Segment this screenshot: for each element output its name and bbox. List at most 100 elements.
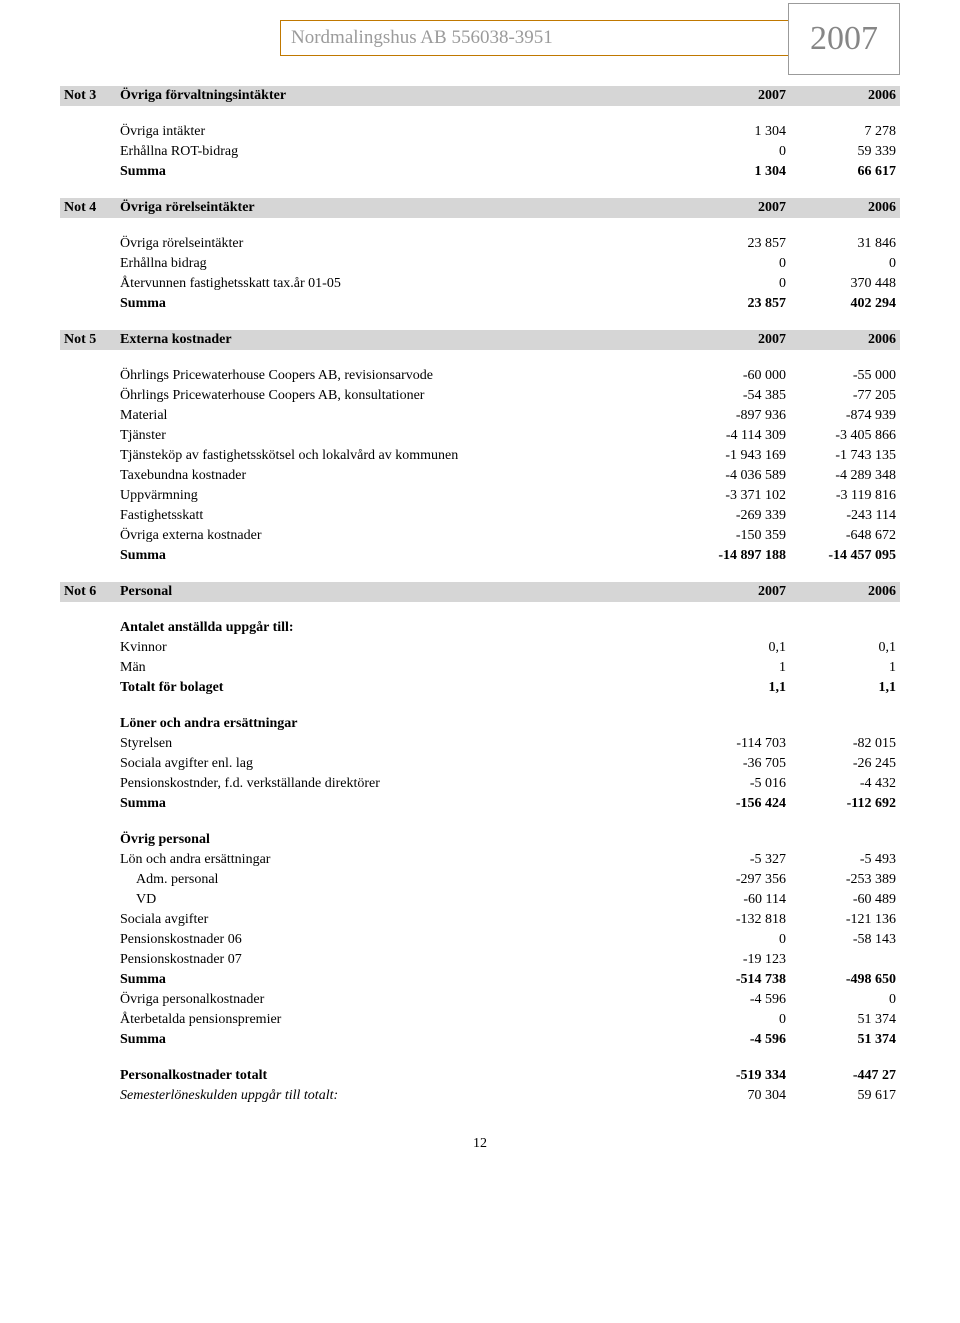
row-value-1: -514 738 <box>680 970 790 990</box>
table-row: Taxebundna kostnader-4 036 589-4 289 348 <box>60 466 900 486</box>
row-value-1: -297 356 <box>680 870 790 890</box>
not6-sem-v2: 59 617 <box>790 1086 900 1106</box>
not6-sub2-title: Löner och andra ersättningar <box>116 714 680 734</box>
row-value-2: 1,1 <box>790 678 900 698</box>
table-row: Tjänsteköp av fastighetsskötsel och loka… <box>60 446 900 466</box>
table-row: Summa-156 424-112 692 <box>60 794 900 814</box>
not6-sub2-rows: Styrelsen-114 703-82 015Sociala avgifter… <box>60 734 900 814</box>
row-label: Styrelsen <box>116 734 680 754</box>
row-label: Kvinnor <box>116 638 680 658</box>
not3-note: Not 3 <box>60 86 116 106</box>
not5-y1: 2007 <box>680 330 790 350</box>
not4-title: Övriga rörelseintäkter <box>116 198 680 218</box>
table-row: Sociala avgifter-132 818-121 136 <box>60 910 900 930</box>
table-row: Totalt för bolaget1,11,1 <box>60 678 900 698</box>
not3-title: Övriga förvaltningsintäkter <box>116 86 680 106</box>
row-value-2: 402 294 <box>790 294 900 314</box>
row-value-2: 0 <box>790 254 900 274</box>
row-value-2: 59 339 <box>790 142 900 162</box>
table-row: Pensionskostnder, f.d. verkställande dir… <box>60 774 900 794</box>
row-value-1: -114 703 <box>680 734 790 754</box>
row-value-1: -60 114 <box>680 890 790 910</box>
row-value-2: -4 289 348 <box>790 466 900 486</box>
row-label: Erhållna ROT-bidrag <box>116 142 680 162</box>
not4-y2: 2006 <box>790 198 900 218</box>
table-row: Material-897 936-874 939 <box>60 406 900 426</box>
row-value-1: 1 304 <box>680 122 790 142</box>
row-label: Summa <box>116 794 680 814</box>
financial-table: Not 3 Övriga förvaltningsintäkter 2007 2… <box>60 86 900 1106</box>
row-label: Sociala avgifter enl. lag <box>116 754 680 774</box>
company-title: Nordmalingshus AB 556038-3951 <box>291 27 790 49</box>
row-label: Summa <box>116 546 680 566</box>
not5-y2: 2006 <box>790 330 900 350</box>
not3-y1: 2007 <box>680 86 790 106</box>
year-text: 2007 <box>810 20 878 58</box>
table-row: Övriga intäkter1 3047 278 <box>60 122 900 142</box>
row-value-2: 0 <box>790 990 900 1010</box>
row-value-2: -82 015 <box>790 734 900 754</box>
row-label: Övriga intäkter <box>116 122 680 142</box>
not6-total-row: Personalkostnader totalt -519 334 -447 2… <box>60 1066 900 1086</box>
not6-sub1-title-row: Antalet anställda uppgår till: <box>60 618 900 638</box>
not6-sub3-rows: Lön och andra ersättningar-5 327-5 493Ad… <box>60 850 900 1050</box>
not6-title: Personal <box>116 582 680 602</box>
row-value-1: -132 818 <box>680 910 790 930</box>
row-label: VD <box>116 890 680 910</box>
row-value-2: 1 <box>790 658 900 678</box>
row-label: Uppvärmning <box>116 486 680 506</box>
row-label: Öhrlings Pricewaterhouse Coopers AB, rev… <box>116 366 680 386</box>
not6-sub1-title: Antalet anställda uppgår till: <box>116 618 680 638</box>
table-row: Uppvärmning-3 371 102-3 119 816 <box>60 486 900 506</box>
not5-note: Not 5 <box>60 330 116 350</box>
not6-sub3-title: Övrig personal <box>116 830 680 850</box>
row-value-2: -874 939 <box>790 406 900 426</box>
table-row: Fastighetsskatt-269 339-243 114 <box>60 506 900 526</box>
not4-rows: Övriga rörelseintäkter23 85731 846Erhåll… <box>60 234 900 314</box>
row-value-1: 0 <box>680 1010 790 1030</box>
table-row: VD-60 114-60 489 <box>60 890 900 910</box>
row-label: Taxebundna kostnader <box>116 466 680 486</box>
table-row: Män11 <box>60 658 900 678</box>
table-row: Summa1 30466 617 <box>60 162 900 182</box>
not6-sub2-title-row: Löner och andra ersättningar <box>60 714 900 734</box>
table-row: Återbetalda pensionspremier051 374 <box>60 1010 900 1030</box>
row-label: Sociala avgifter <box>116 910 680 930</box>
page-header: Nordmalingshus AB 556038-3951 2007 <box>280 20 900 56</box>
row-label: Summa <box>116 1030 680 1050</box>
row-label: Pensionskostnader 06 <box>116 930 680 950</box>
row-value-2: 7 278 <box>790 122 900 142</box>
row-label: Övriga rörelseintäkter <box>116 234 680 254</box>
table-row: Adm. personal-297 356-253 389 <box>60 870 900 890</box>
row-label: Män <box>116 658 680 678</box>
row-value-1: 0 <box>680 274 790 294</box>
row-value-1: 0 <box>680 142 790 162</box>
row-value-2: -253 389 <box>790 870 900 890</box>
row-value-2: -26 245 <box>790 754 900 774</box>
row-value-2: -14 457 095 <box>790 546 900 566</box>
row-value-1: 0 <box>680 930 790 950</box>
not6-y1: 2007 <box>680 582 790 602</box>
table-row: Tjänster-4 114 309-3 405 866 <box>60 426 900 446</box>
row-value-2: 66 617 <box>790 162 900 182</box>
row-value-1: -5 327 <box>680 850 790 870</box>
table-row: Övriga rörelseintäkter23 85731 846 <box>60 234 900 254</box>
table-row: Pensionskostnader 07-19 123 <box>60 950 900 970</box>
row-value-1: -60 000 <box>680 366 790 386</box>
table-row: Styrelsen-114 703-82 015 <box>60 734 900 754</box>
table-row: Summa-14 897 188-14 457 095 <box>60 546 900 566</box>
row-label: Återbetalda pensionspremier <box>116 1010 680 1030</box>
row-value-2: -498 650 <box>790 970 900 990</box>
row-value-1: -14 897 188 <box>680 546 790 566</box>
row-label: Övriga personalkostnader <box>116 990 680 1010</box>
row-label: Lön och andra ersättningar <box>116 850 680 870</box>
row-label: Erhållna bidrag <box>116 254 680 274</box>
table-row: Övriga personalkostnader-4 5960 <box>60 990 900 1010</box>
row-value-1: -54 385 <box>680 386 790 406</box>
row-value-1: -897 936 <box>680 406 790 426</box>
page-container: Nordmalingshus AB 556038-3951 2007 Not 3… <box>0 0 960 1192</box>
row-value-2: 31 846 <box>790 234 900 254</box>
row-value-1: -4 596 <box>680 990 790 1010</box>
row-value-2: -58 143 <box>790 930 900 950</box>
row-value-1: 23 857 <box>680 294 790 314</box>
